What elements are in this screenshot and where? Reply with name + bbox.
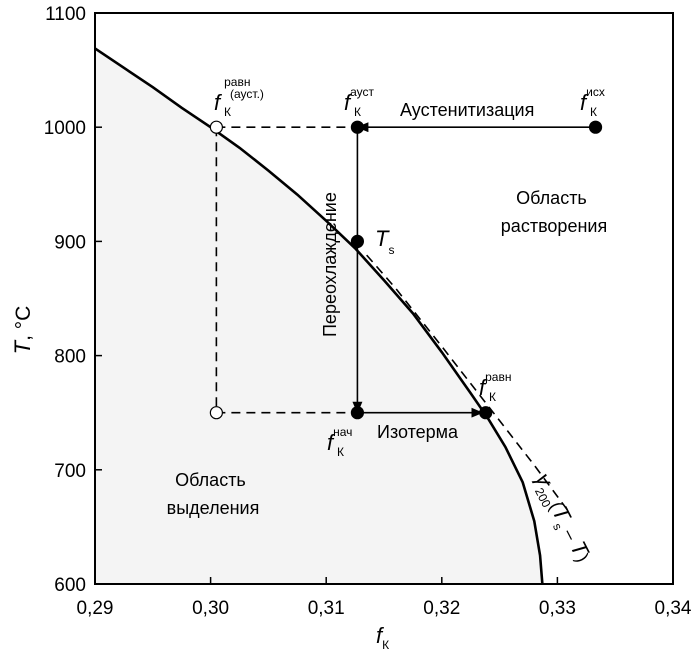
point-f-aust [350, 120, 365, 134]
f-aust-label: fауст К [344, 85, 375, 119]
precipitation-region-line1: Область [175, 470, 246, 490]
dissolution-region-line2: растворения [501, 216, 607, 236]
precipitation-region-line2: выделения [167, 498, 260, 518]
x-axis-label-sub: К [382, 638, 389, 652]
f-ravn-label: fравн К [479, 370, 511, 404]
x-tick-label: 0,31 [308, 598, 345, 619]
y-tick-label: 1000 [44, 118, 86, 139]
f-ravn-aust-label: fравн (ауст.) К [214, 75, 264, 119]
y-axis-label: T, °C [10, 306, 35, 355]
point-f-ravn [479, 406, 493, 420]
y-tick-label: 600 [54, 575, 86, 596]
dissolution-region-line1: Область [516, 188, 587, 208]
ts-label: Ts [375, 226, 394, 257]
y-tick-label: 900 [54, 232, 86, 253]
overcooling-label: Переохлаждение [320, 192, 340, 337]
point-f-nach [350, 406, 365, 420]
x-tick-label: 0,33 [539, 598, 576, 619]
process-paths [215, 122, 596, 418]
precipitation-region-shading [95, 48, 543, 585]
y-axis-ticks: 600 700 800 900 1000 1100 [44, 4, 102, 596]
x-axis-ticks: 0,29 0,30 0,31 0,32 0,33 0,34 [77, 577, 691, 619]
f-nach-label: fнач К [327, 425, 352, 459]
point-ts [350, 234, 365, 248]
data-points [209, 120, 603, 420]
x-tick-label: 0,30 [192, 598, 229, 619]
precipitation-region-label: Область выделения [167, 470, 260, 518]
x-tick-label: 0,32 [423, 598, 460, 619]
tangent-line [366, 254, 570, 513]
y-tick-label: 1100 [45, 4, 86, 25]
f-isx-label: fисх К [580, 85, 605, 119]
x-tick-label: 0,29 [77, 598, 114, 619]
point-f-ravn-aust [209, 120, 223, 134]
y-tick-label: 700 [54, 461, 86, 482]
x-axis-label: fК [376, 623, 389, 652]
x-tick-label: 0,34 [655, 598, 691, 619]
isotherm-label: Изотерма [377, 422, 459, 442]
plot-frame [94, 12, 674, 585]
point-open-750 [209, 406, 223, 420]
y-axis-label-unit: , °C [12, 306, 35, 341]
curves [94, 47, 570, 585]
x-axis-label-symbol: f [376, 623, 385, 648]
dissolution-region-label: Область растворения [501, 188, 607, 236]
point-f-isx [588, 120, 603, 134]
y-tick-label: 800 [54, 347, 86, 368]
y-axis-label-symbol: T [10, 339, 35, 354]
solubility-curve [94, 47, 544, 585]
austenitization-label: Аустенитизация [400, 100, 534, 120]
